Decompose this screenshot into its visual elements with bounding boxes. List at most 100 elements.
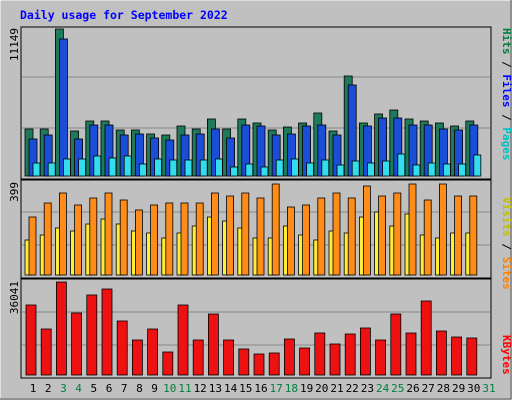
x-tick-label: 19 <box>300 382 313 395</box>
kbytes-bar-16 <box>253 353 265 376</box>
top-max-label: 11149 <box>8 28 21 61</box>
pages-bar-17 <box>275 159 284 177</box>
pages-bar-26 <box>412 164 421 177</box>
pages-bar-20 <box>321 159 330 177</box>
x-tick-label: 1 <box>30 382 37 395</box>
pages-bar-10 <box>169 159 178 177</box>
x-tick-label: 6 <box>106 382 113 395</box>
x-axis-labels: 1 2 3 4 5 6 7 8 9 10 11 12 13 14 15 16 17 18 19 20 21 22 23 24 2… <box>30 382 496 395</box>
kbytes-bar-17 <box>268 352 280 376</box>
x-tick-label: 29 <box>452 382 465 395</box>
x-tick-label: 12 <box>194 382 207 395</box>
pages-bar-13 <box>214 158 223 177</box>
legend-sites: Sites <box>500 257 512 290</box>
x-tick-label: 8 <box>136 382 143 395</box>
legend-separator: / <box>500 237 512 257</box>
sites-bar-17 <box>271 183 280 276</box>
bars-mid <box>24 183 478 276</box>
x-tick-label: 7 <box>121 382 128 395</box>
chart-title: Daily usage for September 2022 <box>20 8 228 22</box>
kbytes-bar-30 <box>466 337 478 376</box>
kbytes-bar-6 <box>101 288 113 376</box>
legend-top: Hits / Files / Pages <box>500 28 512 161</box>
x-tick-label: 2 <box>45 382 52 395</box>
pages-bar-21 <box>336 164 345 177</box>
kbytes-bar-4 <box>71 312 82 376</box>
sites-bar-14 <box>226 195 235 276</box>
x-tick-label: 17 <box>270 382 283 395</box>
sites-bar-20 <box>317 197 326 276</box>
x-tick-label: 13 <box>209 382 222 395</box>
pages-bar-5 <box>93 155 102 177</box>
x-tick-label: 28 <box>437 382 450 395</box>
sites-bar-24 <box>378 195 387 276</box>
pages-bar-15 <box>245 163 254 177</box>
kbytes-bar-20 <box>314 332 326 376</box>
pages-bar-19 <box>306 162 315 177</box>
kbytes-bar-2 <box>40 328 52 376</box>
kbytes-bar-18 <box>283 338 295 376</box>
legend-separator: / <box>500 55 512 75</box>
sites-bar-11 <box>180 202 189 276</box>
pages-bar-12 <box>199 159 208 177</box>
kbytes-bar-13 <box>207 313 219 376</box>
x-tick-label: 25 <box>391 382 404 395</box>
x-tick-label: 9 <box>151 382 158 395</box>
sites-bar-8 <box>134 209 143 276</box>
legend-visits: Visits <box>500 197 512 237</box>
x-tick-label: 22 <box>346 382 359 395</box>
legend-files: Files <box>500 74 512 107</box>
sites-bar-6 <box>104 192 113 276</box>
pages-bar-1 <box>32 162 41 177</box>
pages-bar-11 <box>184 159 193 177</box>
sites-bar-27 <box>423 199 432 276</box>
x-tick-label: 31 <box>482 382 495 395</box>
kbytes-bar-1 <box>25 304 37 376</box>
kbytes-bar-12 <box>192 339 204 376</box>
sites-bar-25 <box>393 192 402 276</box>
x-tick-label: 16 <box>254 382 267 395</box>
pages-bar-30 <box>473 154 482 177</box>
x-tick-label: 26 <box>406 382 419 395</box>
bars-bot <box>25 281 478 376</box>
x-tick-label: 27 <box>422 382 435 395</box>
pages-bar-25 <box>397 153 406 177</box>
pages-bar-14 <box>230 166 239 177</box>
sites-bar-19 <box>302 204 311 276</box>
sites-bar-12 <box>195 202 204 276</box>
sites-bar-21 <box>332 192 341 276</box>
sites-bar-1 <box>28 216 37 276</box>
legend-hits: Hits <box>500 28 512 55</box>
kbytes-bar-8 <box>131 339 143 376</box>
sites-bar-7 <box>119 199 128 276</box>
sites-bar-2 <box>43 202 52 276</box>
kbytes-bar-14 <box>223 339 235 376</box>
pages-bar-8 <box>138 163 147 177</box>
kbytes-bar-19 <box>299 347 311 376</box>
legend-separator: / <box>500 108 512 128</box>
x-tick-label: 24 <box>376 382 390 395</box>
x-tick-label: 21 <box>330 382 343 395</box>
pages-bar-2 <box>47 162 56 177</box>
sites-bar-5 <box>89 197 98 276</box>
kbytes-bar-26 <box>405 332 417 376</box>
sites-bar-23 <box>362 185 371 276</box>
pages-bar-27 <box>427 162 436 177</box>
x-tick-label: 5 <box>90 382 97 395</box>
kbytes-bar-27 <box>420 300 432 376</box>
kbytes-bar-25 <box>390 313 402 376</box>
pages-bar-24 <box>382 160 391 177</box>
legend-mid: Visits / Sites <box>500 197 512 290</box>
sites-bar-29 <box>454 195 463 276</box>
x-tick-label: 20 <box>315 382 328 395</box>
pages-bar-4 <box>78 158 86 177</box>
legend-pages: Pages <box>500 127 512 160</box>
x-tick-label: 15 <box>239 382 252 395</box>
pages-bar-6 <box>108 157 117 177</box>
kbytes-bar-29 <box>451 336 463 376</box>
pages-bar-3 <box>63 158 71 177</box>
sites-bar-22 <box>347 197 356 276</box>
kbytes-bar-21 <box>329 343 341 376</box>
files-bar-3 <box>59 38 68 177</box>
pages-bar-7 <box>123 155 132 177</box>
